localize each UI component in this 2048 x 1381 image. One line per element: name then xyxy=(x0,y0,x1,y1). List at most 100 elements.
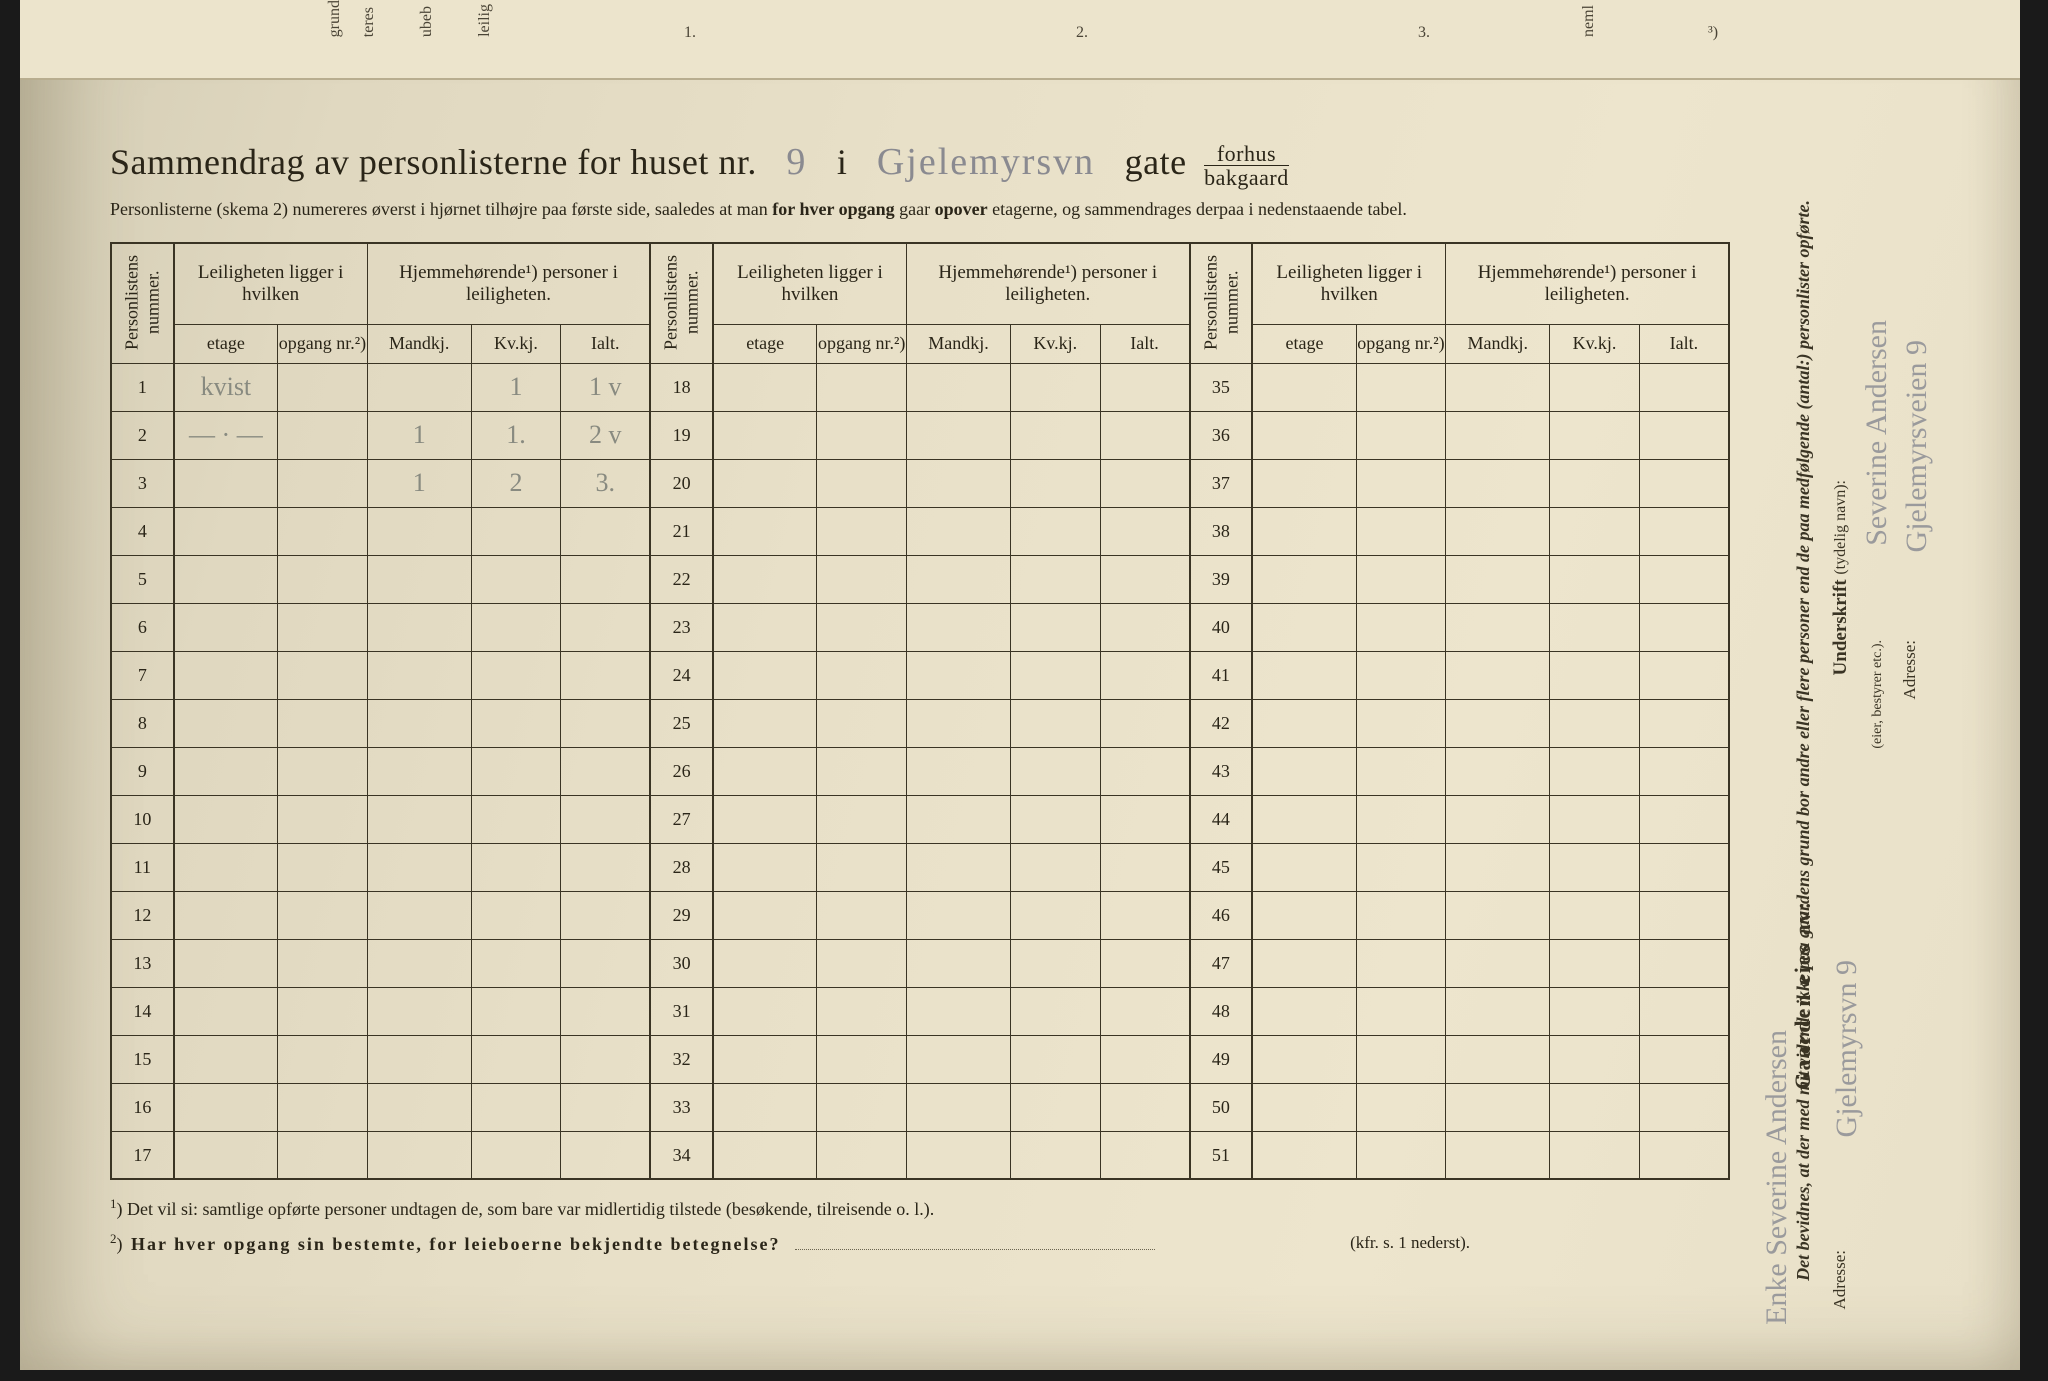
cell-mandkj xyxy=(367,555,471,603)
cell-opgang xyxy=(817,1035,907,1083)
cell-opgang xyxy=(817,1131,907,1179)
cell-mandkj xyxy=(1446,651,1550,699)
cell-etage xyxy=(713,891,817,939)
cell-ialt xyxy=(561,795,651,843)
cell-mandkj xyxy=(906,1083,1010,1131)
cell-kvkj xyxy=(1010,555,1100,603)
cell-opgang xyxy=(278,843,368,891)
cell-etage xyxy=(713,987,817,1035)
cell-ialt xyxy=(561,843,651,891)
cell-opgang xyxy=(817,459,907,507)
frac-bot: bakgaard xyxy=(1204,166,1289,189)
cell-mandkj xyxy=(1446,699,1550,747)
house-number-handwritten: 9 xyxy=(766,141,827,183)
cell-mandkj xyxy=(1446,939,1550,987)
cell-kvkj xyxy=(1010,891,1100,939)
cell-kvkj xyxy=(1550,1035,1640,1083)
cell-kvkj xyxy=(1010,987,1100,1035)
cell-kvkj xyxy=(1550,1083,1640,1131)
cell-opgang xyxy=(278,1083,368,1131)
cell-kvkj xyxy=(1550,1131,1640,1179)
row-num: 30 xyxy=(650,939,713,987)
cell-etage xyxy=(713,795,817,843)
col-mandkj: Mandkj. xyxy=(906,324,1010,363)
cell-kvkj xyxy=(471,939,561,987)
row-num: 19 xyxy=(650,411,713,459)
top-label: grund xyxy=(326,0,344,37)
cell-ialt xyxy=(1100,1083,1190,1131)
cell-ialt xyxy=(561,699,651,747)
row-num: 25 xyxy=(650,699,713,747)
cell-etage xyxy=(174,555,278,603)
row-num: 38 xyxy=(1190,507,1253,555)
cell-ialt xyxy=(1639,1035,1729,1083)
cell-kvkj xyxy=(1010,411,1100,459)
row-num: 17 xyxy=(111,1131,174,1179)
cell-ialt xyxy=(1639,459,1729,507)
cell-opgang xyxy=(278,555,368,603)
cell-kvkj xyxy=(1550,603,1640,651)
cell-mandkj: 1 xyxy=(367,459,471,507)
top-rotated-labels: grund teres ubeb leilig 1. 2. 3. neml ³) xyxy=(320,0,1724,42)
row-num: 10 xyxy=(111,795,174,843)
cell-kvkj xyxy=(1550,363,1640,411)
cell-opgang xyxy=(817,987,907,1035)
cell-ialt xyxy=(1100,939,1190,987)
col-opgang: opgang nr.²) xyxy=(278,324,368,363)
cell-etage: — · — xyxy=(174,411,278,459)
col-leilighet: Leiligheten ligger i hvilken xyxy=(174,243,368,324)
cell-etage xyxy=(174,1083,278,1131)
cell-kvkj xyxy=(471,1131,561,1179)
cell-etage xyxy=(1252,363,1356,411)
footnotes: 1) Det vil si: samtlige opførte personer… xyxy=(110,1192,1730,1260)
cell-kvkj xyxy=(1550,747,1640,795)
subtitle-instructions: Personlisterne (skema 2) numereres øvers… xyxy=(110,199,1730,220)
cell-ialt xyxy=(1100,411,1190,459)
cell-etage xyxy=(1252,843,1356,891)
cell-kvkj xyxy=(1010,1131,1100,1179)
cell-opgang xyxy=(278,603,368,651)
cell-mandkj xyxy=(1446,603,1550,651)
cell-etage xyxy=(713,507,817,555)
cell-mandkj xyxy=(367,1131,471,1179)
cell-mandkj xyxy=(906,411,1010,459)
row-num: 2 xyxy=(111,411,174,459)
cell-opgang xyxy=(817,747,907,795)
address2-handwritten: Gjelemyrsveien 9 xyxy=(1900,340,1934,552)
cell-etage xyxy=(1252,603,1356,651)
cell-etage xyxy=(174,459,278,507)
row-num: 23 xyxy=(650,603,713,651)
cell-mandkj xyxy=(1446,411,1550,459)
cell-ialt xyxy=(1100,843,1190,891)
cell-ialt xyxy=(1100,1131,1190,1179)
cell-opgang xyxy=(1356,987,1446,1035)
cell-kvkj xyxy=(1010,507,1100,555)
top-num: ³) xyxy=(1708,24,1718,42)
cell-mandkj xyxy=(906,555,1010,603)
cell-etage xyxy=(174,891,278,939)
cell-opgang xyxy=(817,603,907,651)
cell-kvkj xyxy=(471,747,561,795)
top-num: 3. xyxy=(1418,24,1430,42)
table-body: 1kvist11 v18352— · —11.2 v19363123.20374… xyxy=(111,363,1729,1179)
col-hjemme: Hjemmehørende¹) personer i leiligheten. xyxy=(367,243,650,324)
cell-mandkj xyxy=(1446,555,1550,603)
cell-opgang xyxy=(1356,411,1446,459)
cell-kvkj xyxy=(471,699,561,747)
cell-opgang xyxy=(278,891,368,939)
signature-handwritten: Severine Andersen xyxy=(1860,320,1894,546)
cell-ialt xyxy=(1639,891,1729,939)
footnote-kfr: (kfr. s. 1 nederst). xyxy=(1350,1227,1470,1259)
cell-kvkj xyxy=(1550,987,1640,1035)
cell-etage xyxy=(713,1035,817,1083)
cell-ialt xyxy=(1100,651,1190,699)
cell-etage xyxy=(713,459,817,507)
col-etage: etage xyxy=(713,324,817,363)
row-num: 36 xyxy=(1190,411,1253,459)
row-num: 29 xyxy=(650,891,713,939)
cell-opgang xyxy=(278,987,368,1035)
certification-text: Det bevidnes, at der med mit vidende ikk… xyxy=(1790,200,1817,1281)
col-ialt: Ialt. xyxy=(1100,324,1190,363)
main-content: Sammendrag av personlisterne for huset n… xyxy=(110,140,1730,1261)
cell-ialt xyxy=(1639,987,1729,1035)
